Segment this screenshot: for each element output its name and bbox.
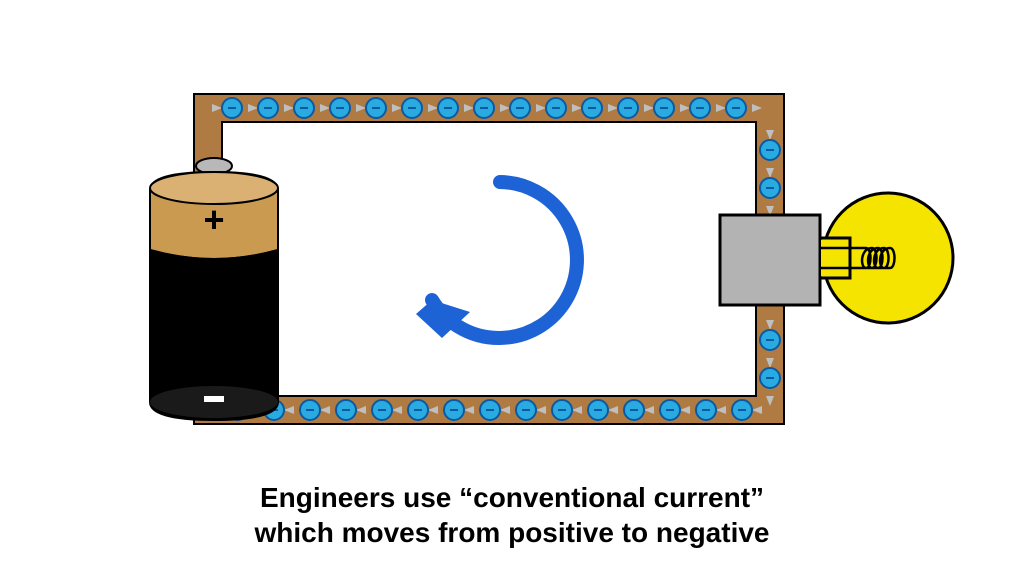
- battery-minus-label: [204, 396, 224, 402]
- caption-line1: Engineers use “conventional current”: [260, 482, 764, 513]
- clockwise-arrow-icon: [416, 182, 577, 338]
- battery-icon: +: [150, 158, 278, 420]
- caption-text: Engineers use “conventional current” whi…: [0, 480, 1024, 550]
- battery-plus-label: +: [203, 199, 224, 240]
- bulb-socket: [720, 215, 820, 305]
- caption-line2: which moves from positive to negative: [254, 517, 769, 548]
- diagram-stage: + Engineers use “conventional current” w…: [0, 0, 1024, 576]
- bulb-icon: [820, 193, 953, 323]
- wire-loop: [194, 94, 784, 424]
